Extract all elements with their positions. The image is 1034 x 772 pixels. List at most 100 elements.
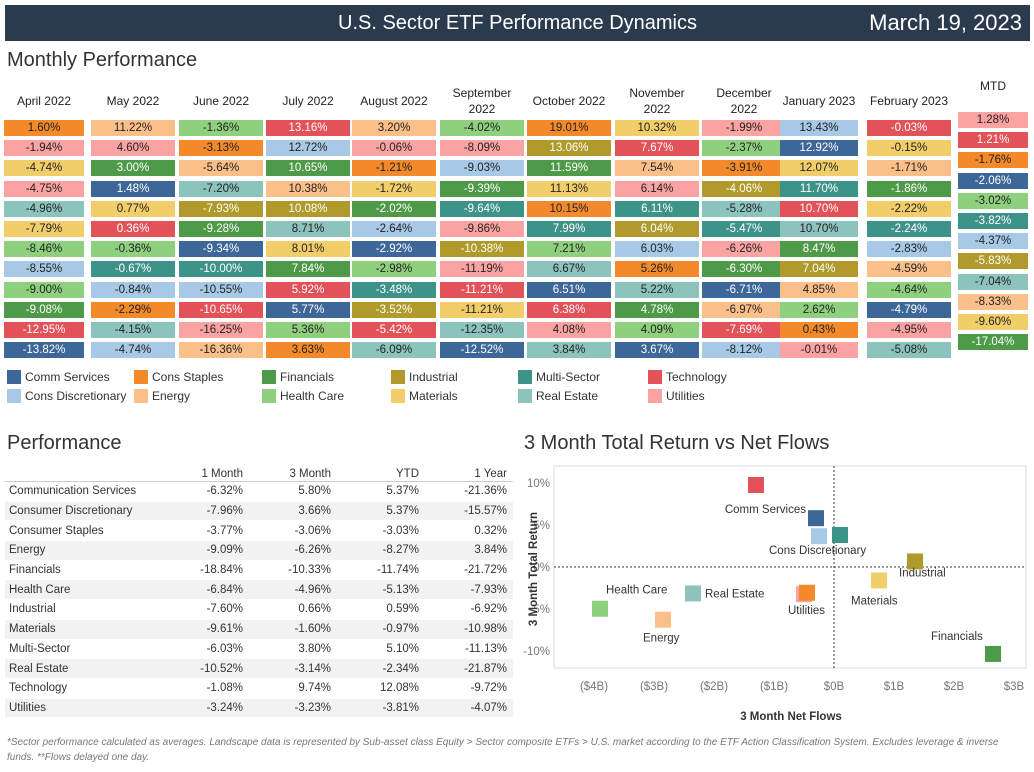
legend-label: Materials: [409, 389, 458, 403]
performance-cell: -0.15%: [867, 140, 951, 157]
performance-cell: -0.06%: [352, 140, 436, 157]
performance-cell: 0.77%: [91, 200, 175, 217]
x-axis-label: 3 Month Net Flows: [740, 711, 842, 720]
performance-cell: 10.70%: [780, 220, 858, 237]
performance-cell: -2.98%: [352, 261, 436, 278]
performance-cell: -9.34%: [179, 241, 263, 258]
performance-cell: 7.84%: [266, 261, 350, 278]
scatter-point: [799, 584, 815, 601]
legend-item: Cons Discretionary: [7, 389, 126, 403]
performance-cell: -4.02%: [440, 120, 524, 136]
y-tick-label: -5%: [530, 604, 550, 616]
performance-cell: 6.67%: [527, 261, 611, 278]
performance-cell: -11.21%: [440, 281, 524, 298]
performance-cell: -9.60%: [958, 313, 1028, 330]
scatter-title: 3 Month Total Return vs Net Flows: [524, 432, 830, 454]
scatter-point: [808, 510, 824, 527]
performance-cell: -6.97%: [702, 301, 786, 318]
sector-name: Financials: [9, 564, 61, 577]
performance-cell: -6.71%: [702, 281, 786, 298]
y-tick-label: -10%: [523, 646, 550, 658]
performance-cell: -7.93%: [179, 200, 263, 217]
performance-cell: 5.22%: [615, 281, 699, 298]
performance-cell: -4.06%: [702, 180, 786, 197]
legend-item: Financials: [262, 370, 334, 384]
page-title: U.S. Sector ETF Performance Dynamics: [338, 12, 697, 34]
performance-cell: -2.37%: [702, 140, 786, 157]
legend-label: Industrial: [409, 370, 458, 384]
scatter-point: [871, 572, 887, 589]
month-header: September 2022: [452, 86, 512, 116]
legend-swatch: [648, 370, 662, 384]
performance-cell: 6.04%: [615, 220, 699, 237]
performance-cell: -4.64%: [867, 281, 951, 298]
performance-cell: -10.55%: [179, 281, 263, 298]
performance-cell: -13.82%: [4, 342, 84, 359]
performance-cell: 4.60%: [91, 140, 175, 157]
performance-cell: 11.22%: [91, 120, 175, 136]
performance-cell: 7.54%: [615, 160, 699, 177]
performance-cell: -2.29%: [91, 301, 175, 318]
point-label: Real Estate: [705, 588, 764, 600]
sector-name: Technology: [9, 682, 68, 695]
point-label: Health Care: [606, 585, 667, 597]
sector-name: Utilities: [9, 701, 47, 714]
scatter-point: [985, 645, 1001, 662]
performance-cell: 5.77%: [266, 301, 350, 318]
legend-item: Industrial: [391, 370, 458, 384]
table-cell: -3.14%: [294, 662, 331, 675]
table-row: Energy -9.09% -6.26% -8.27% 3.84%: [5, 541, 513, 561]
scatter-point: [907, 553, 923, 570]
performance-cell: -9.00%: [4, 281, 84, 298]
column-header: 1 Year: [474, 467, 507, 480]
table-cell: -4.07%: [470, 701, 507, 714]
performance-cell: -9.08%: [4, 301, 84, 318]
performance-cell: -3.02%: [958, 192, 1028, 209]
performance-cell: -8.46%: [4, 241, 84, 258]
performance-cell: -1.86%: [867, 180, 951, 197]
x-tick-label: ($1B): [760, 681, 788, 693]
performance-cell: 6.51%: [527, 281, 611, 298]
performance-cell: -2.02%: [352, 200, 436, 217]
legend-swatch: [7, 370, 21, 384]
table-row: Utilities -3.24% -3.23% -3.81% -4.07%: [5, 698, 513, 719]
table-cell: 3.84%: [474, 544, 507, 557]
performance-cell: -8.33%: [958, 293, 1028, 310]
sector-name: Consumer Staples: [9, 524, 104, 537]
performance-cell: -5.83%: [958, 253, 1028, 270]
table-cell: -3.81%: [382, 701, 419, 714]
performance-cell: 6.03%: [615, 241, 699, 258]
column-header: YTD: [396, 467, 419, 480]
performance-cell: -3.82%: [958, 212, 1028, 229]
performance-cell: -6.26%: [702, 241, 786, 258]
performance-cell: -6.09%: [352, 342, 436, 359]
performance-cell: 1.21%: [958, 132, 1028, 149]
table-cell: -18.84%: [200, 564, 243, 577]
performance-cell: 4.85%: [780, 281, 858, 298]
month-column: MTD 1.28% 1.21% -1.76% -2.06% -3.02% -3.82% -4.…: [958, 74, 1028, 354]
table-cell: -1.08%: [206, 682, 243, 695]
performance-cell: -1.94%: [4, 140, 84, 157]
performance-cell: -3.13%: [179, 140, 263, 157]
performance-cell: -0.01%: [780, 342, 858, 359]
table-cell: -3.77%: [206, 524, 243, 537]
performance-cell: -7.04%: [958, 273, 1028, 290]
performance-cell: -1.71%: [867, 160, 951, 177]
performance-cell: -4.74%: [91, 342, 175, 359]
scatter-point: [811, 528, 827, 545]
table-cell: 5.37%: [386, 485, 419, 498]
point-label: Cons Discretionary: [769, 545, 866, 557]
month-column: October 2022 19.01% 13.06% 11.59% 11.13% 10.1…: [527, 82, 611, 362]
performance-cell: -17.04%: [958, 334, 1028, 351]
month-column: June 2022 -1.36% -3.13% -5.64% -7.20% -7.93% -…: [179, 82, 263, 362]
legend-item: Materials: [391, 389, 458, 403]
performance-cell: 6.11%: [615, 200, 699, 217]
performance-cell: -5.64%: [179, 160, 263, 177]
performance-cell: 10.38%: [266, 180, 350, 197]
x-tick-label: $2B: [944, 681, 965, 693]
performance-cell: -3.48%: [352, 281, 436, 298]
performance-cell: -8.12%: [702, 342, 786, 359]
performance-cell: 13.06%: [527, 140, 611, 157]
table-cell: -10.52%: [200, 662, 243, 675]
legend-label: Technology: [666, 370, 727, 384]
